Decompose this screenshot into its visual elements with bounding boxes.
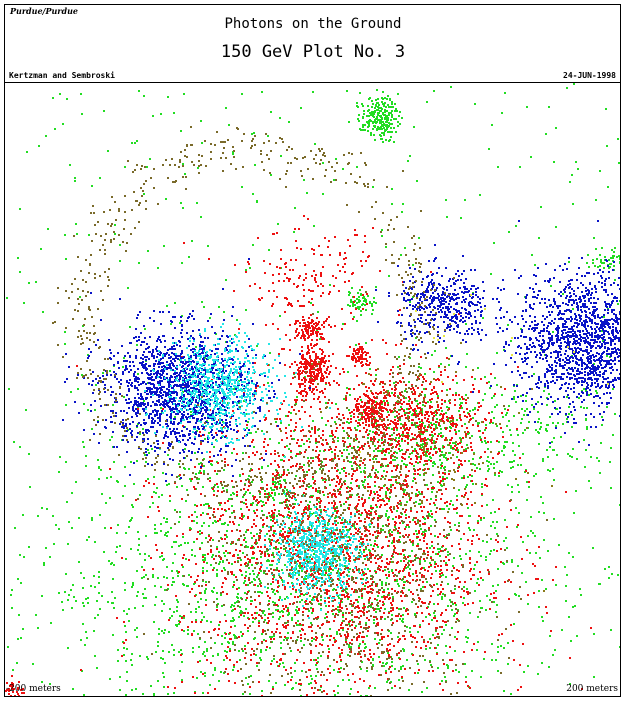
scale-label-left: -200 meters bbox=[6, 684, 61, 694]
photon-points bbox=[346, 343, 371, 367]
photon-cluster-cyan bbox=[144, 323, 331, 458]
photon-points bbox=[586, 247, 620, 271]
photon-points bbox=[76, 241, 592, 696]
institution-label: Purdue/Purdue bbox=[10, 6, 79, 16]
photon-cluster-green bbox=[356, 89, 403, 143]
scatter-plot-area bbox=[5, 83, 620, 696]
photon-points bbox=[62, 258, 311, 482]
chart-subtitle: 150 GeV Plot No. 3 bbox=[220, 42, 406, 62]
photon-points bbox=[350, 382, 390, 441]
photon-points bbox=[137, 291, 548, 696]
plot-frame bbox=[4, 4, 621, 697]
photon-cluster-cyan bbox=[261, 490, 371, 619]
photon-cluster-red bbox=[350, 382, 390, 441]
photon-points bbox=[356, 89, 403, 143]
photon-points bbox=[375, 244, 505, 365]
photon-points bbox=[144, 323, 331, 458]
date-label: 24-JUN-1998 bbox=[563, 71, 616, 80]
photon-cluster-red bbox=[334, 363, 509, 490]
photon-cluster-red bbox=[289, 332, 334, 403]
photon-points bbox=[261, 490, 371, 619]
chart-title: Photons on the Ground bbox=[224, 16, 402, 32]
photon-cluster-green bbox=[259, 469, 288, 503]
photon-points bbox=[289, 332, 334, 403]
photon-cluster-red bbox=[5, 675, 25, 696]
photon-cluster-red bbox=[76, 241, 592, 696]
scale-label-right: 200 meters bbox=[566, 684, 618, 694]
scatter-plot-svg bbox=[5, 83, 620, 696]
photon-cluster-blue bbox=[470, 220, 620, 446]
header-divider bbox=[4, 82, 621, 83]
photon-cluster-blue bbox=[375, 244, 505, 365]
photon-cluster-green bbox=[586, 247, 620, 271]
photon-points bbox=[289, 314, 332, 351]
photon-points bbox=[334, 363, 509, 490]
photon-points bbox=[470, 220, 620, 446]
authors-label: Kertzman and Sembroski bbox=[9, 71, 115, 80]
photon-cluster-red bbox=[346, 343, 371, 367]
photon-points bbox=[5, 675, 25, 696]
photon-cluster-blue bbox=[62, 258, 311, 482]
photon-cluster-brown bbox=[137, 291, 548, 696]
photon-points bbox=[259, 469, 288, 503]
photon-cluster-red bbox=[289, 314, 332, 351]
